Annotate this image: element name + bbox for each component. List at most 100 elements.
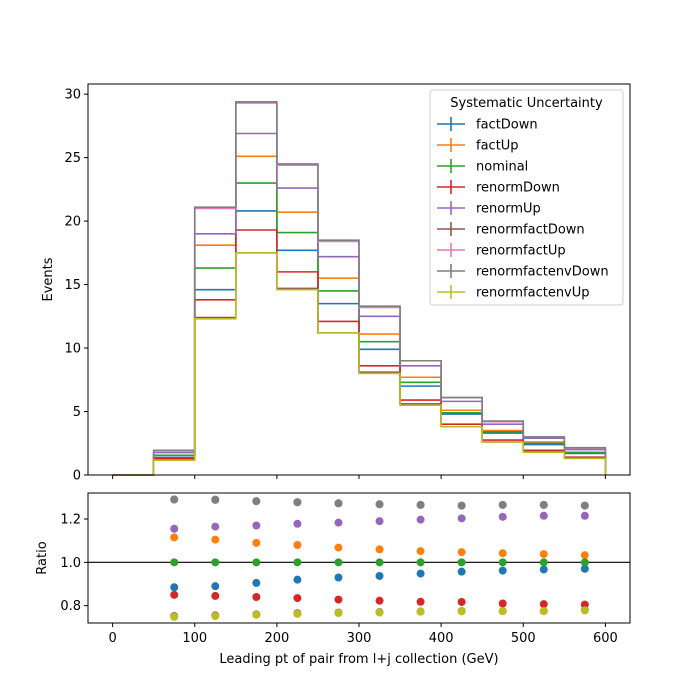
- ratio-point-renormfactenvUp: [580, 606, 589, 615]
- ratio-point-renormUp: [293, 519, 302, 528]
- ratio-point-renormUp: [416, 515, 425, 524]
- ratio-plot-frame: [88, 493, 630, 623]
- x-tick-label: 100: [182, 631, 207, 646]
- ratio-point-renormDown: [416, 597, 425, 606]
- ratio-point-factUp: [211, 535, 220, 544]
- ratio-point-renormfactenvDown: [170, 495, 179, 504]
- legend-entry-renormfactDown: renormfactDown: [437, 222, 585, 238]
- ratio-series-renormDown: [170, 590, 589, 609]
- ratio-point-factDown: [334, 573, 343, 582]
- ratio-point-renormUp: [170, 524, 179, 533]
- x-tick-label: 300: [347, 631, 372, 646]
- main-y-tick-label: 15: [64, 278, 81, 293]
- ratio-point-renormfactenvUp: [252, 610, 261, 619]
- legend-entry-renormfactUp: renormfactUp: [437, 243, 566, 259]
- ratio-point-factUp: [457, 548, 466, 557]
- ratio-point-renormfactenvUp: [170, 612, 179, 621]
- ratio-point-renormfactenvDown: [498, 500, 507, 509]
- ratio-point-nominal: [498, 558, 507, 567]
- ratio-point-renormfactenvDown: [334, 499, 343, 508]
- ratio-point-renormfactenvUp: [498, 607, 507, 616]
- ratio-point-factDown: [457, 567, 466, 576]
- main-y-tick-label: 10: [64, 342, 81, 357]
- ratio-series-renormfactenvUp: [170, 606, 589, 621]
- ratio-point-nominal: [252, 558, 261, 567]
- legend-label-factDown: factDown: [476, 118, 538, 133]
- ratio-point-nominal: [457, 558, 466, 567]
- ratio-series-renormUp: [170, 511, 589, 533]
- legend-label-renormfactenvDown: renormfactenvDown: [476, 265, 609, 280]
- main-series-group: [112, 100, 607, 476]
- ratio-point-renormfactenvUp: [334, 609, 343, 618]
- ratio-x-ticks: 0 100 200 300 400 500 600: [108, 623, 618, 646]
- main-y-ticks: 0 5 10 15 20 25 30: [64, 88, 88, 484]
- legend-entries: factDown factUp nominal renormDown renormUp r…: [437, 117, 609, 301]
- ratio-point-renormUp: [375, 517, 384, 526]
- ratio-point-renormDown: [498, 599, 507, 608]
- ratio-point-renormfactenvDown: [457, 501, 466, 510]
- ratio-point-renormfactenvUp: [416, 607, 425, 616]
- ratio-point-renormUp: [211, 522, 220, 531]
- ratio-point-renormfactenvUp: [293, 609, 302, 618]
- x-axis-label: Leading pt of pair from l+j collection (…: [219, 652, 498, 667]
- ratio-point-renormfactenvUp: [211, 612, 220, 621]
- main-plot-border: [87, 83, 631, 476]
- ratio-point-factUp: [293, 541, 302, 549]
- ratio-point-renormfactenvDown: [416, 500, 425, 509]
- ratio-point-renormUp: [457, 514, 466, 523]
- ratio-point-renormfactenvDown: [539, 500, 548, 509]
- ratio-point-renormUp: [334, 518, 343, 527]
- main-x-ticks: [112, 475, 606, 479]
- legend-entry-nominal: nominal: [437, 159, 528, 175]
- ratio-series-nominal: [170, 558, 589, 567]
- ratio-point-renormfactenvDown: [252, 497, 261, 506]
- x-tick-label: 200: [264, 631, 289, 646]
- ratio-point-nominal: [375, 558, 384, 567]
- ratio-point-renormDown: [170, 590, 179, 599]
- ratio-series-group: [170, 495, 589, 621]
- main-y-tick-label: 30: [64, 88, 81, 103]
- ratio-point-factUp: [416, 547, 425, 556]
- ratio-point-renormDown: [293, 594, 302, 603]
- ratio-y-axis-label: Ratio: [35, 541, 50, 574]
- ratio-point-renormDown: [211, 591, 220, 600]
- legend-label-renormUp: renormUp: [476, 202, 541, 217]
- legend-entry-factUp: factUp: [437, 138, 519, 154]
- main-y-tick-label: 0: [73, 469, 81, 484]
- ratio-point-renormUp: [539, 511, 548, 520]
- ratio-point-renormfactenvUp: [457, 607, 466, 616]
- ratio-point-factDown: [539, 565, 548, 574]
- legend-frame: [429, 89, 624, 306]
- ratio-point-nominal: [170, 558, 179, 567]
- histogram-renormfactenvUp: [112, 252, 607, 476]
- ratio-point-factUp: [170, 533, 179, 542]
- histogram-renormfactenvDown: [112, 100, 607, 476]
- x-tick-label: 600: [593, 631, 618, 646]
- ratio-point-factDown: [252, 578, 261, 587]
- ratio-point-factUp: [498, 549, 507, 558]
- legend-entry-renormfactenvUp: renormfactenvUp: [437, 285, 590, 301]
- main-y-axis-label: Events: [41, 257, 56, 301]
- legend-entry-renormfactenvDown: renormfactenvDown: [437, 264, 609, 280]
- legend-title: Systematic Uncertainty: [450, 96, 603, 111]
- ratio-point-factDown: [375, 571, 384, 580]
- ratio-point-factUp: [580, 551, 589, 560]
- ratio-point-renormfactenvUp: [539, 607, 548, 616]
- ratio-point-nominal: [334, 558, 343, 567]
- main-y-tick-label: 20: [64, 215, 81, 230]
- ratio-point-factDown: [293, 575, 302, 584]
- ratio-point-renormfactenvDown: [375, 500, 384, 509]
- ratio-y-tick-label: 0.8: [60, 599, 81, 614]
- ratio-point-factUp: [252, 538, 261, 547]
- legend-entry-renormUp: renormUp: [437, 201, 541, 217]
- legend-label-renormfactUp: renormfactUp: [476, 244, 566, 259]
- ratio-point-renormfactenvDown: [211, 495, 220, 504]
- ratio-point-renormDown: [334, 595, 343, 604]
- ratio-point-factUp: [539, 550, 548, 559]
- ratio-point-factUp: [375, 545, 384, 554]
- ratio-point-renormDown: [375, 596, 384, 605]
- legend-label-renormfactDown: renormfactDown: [476, 223, 585, 238]
- ratio-plot-panel: 0.8 1.0 1.2 0 100 200 300 400 500 600 Ratio Lead…: [35, 492, 631, 667]
- legend-entry-factDown: factDown: [437, 117, 538, 133]
